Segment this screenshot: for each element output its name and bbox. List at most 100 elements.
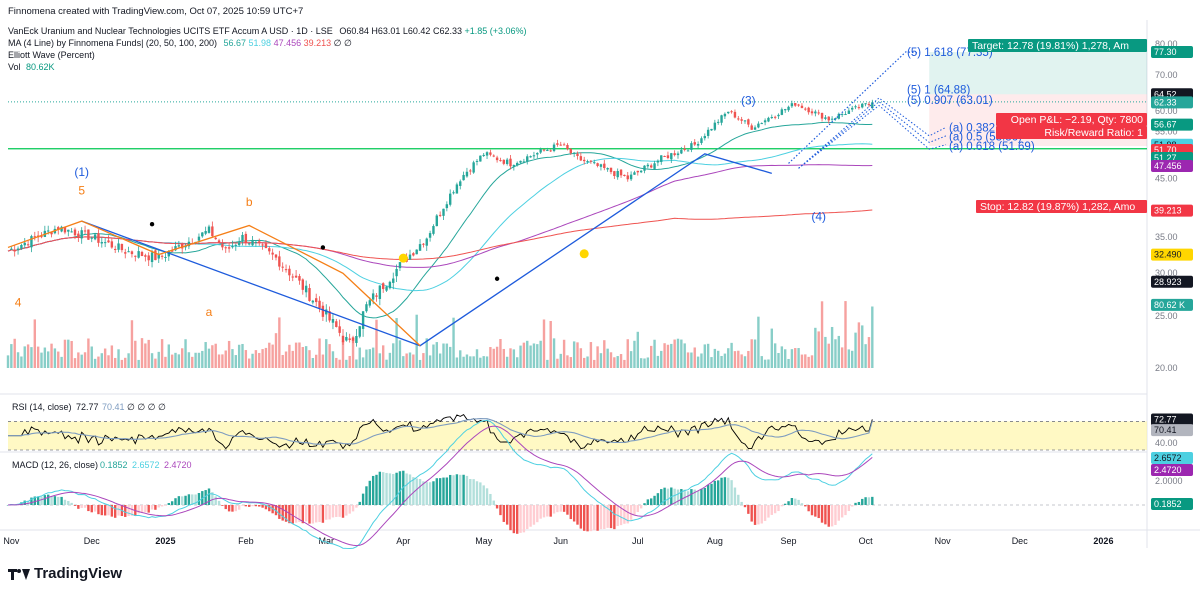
macd-hist-bar xyxy=(154,505,157,510)
macd-hist-bar xyxy=(703,487,706,505)
candle-body xyxy=(455,184,459,194)
volume-bar xyxy=(542,319,546,368)
volume-bar xyxy=(418,359,422,368)
candle-body xyxy=(623,174,626,176)
volume-bar xyxy=(445,343,449,368)
candle-body xyxy=(432,226,435,234)
candle-body xyxy=(639,170,643,173)
volume-bar xyxy=(492,348,495,368)
volume-bar xyxy=(361,357,365,368)
price-badge-28.923: 28.923 xyxy=(1154,277,1182,287)
macd-hist-bar xyxy=(539,505,542,519)
volume-bar xyxy=(519,345,522,368)
macd-hist-bar xyxy=(368,480,371,505)
volume-bar xyxy=(114,357,117,368)
candle-body xyxy=(144,255,147,257)
macd-hist-bar xyxy=(700,489,703,505)
position-stop-label-bg xyxy=(976,200,1147,213)
candle-body xyxy=(234,244,237,246)
macd-hist-bar xyxy=(207,488,211,505)
macd-hist-bar xyxy=(318,505,321,523)
candle-body xyxy=(499,160,502,162)
candle-body xyxy=(224,247,227,249)
volume-bar xyxy=(562,339,566,368)
elliott-label-4: a xyxy=(206,305,213,319)
volume-bar xyxy=(512,349,516,368)
macd-hist-bar xyxy=(750,505,753,522)
candle-body xyxy=(392,278,395,283)
candle-body xyxy=(810,111,814,114)
rsi-label: RSI (14, close) xyxy=(12,402,72,412)
volume-bar xyxy=(790,349,794,368)
candle-body xyxy=(174,246,177,251)
volume-bar xyxy=(485,356,489,368)
candle-body xyxy=(861,103,864,108)
volume-bar xyxy=(840,347,844,368)
volume-bar xyxy=(120,359,124,368)
macd-hist-bar xyxy=(348,505,351,514)
macd-hist-bar xyxy=(619,505,623,526)
volume-bar xyxy=(854,332,857,368)
volume-bar xyxy=(539,340,542,368)
candle-body xyxy=(690,143,693,150)
volume-bar xyxy=(201,350,204,368)
pivot-dot xyxy=(494,276,500,281)
candle-body xyxy=(750,125,753,130)
candle-body xyxy=(489,152,492,155)
price-tick-1: 70.00 xyxy=(1155,70,1178,80)
volume-legend-value: 80.62K xyxy=(26,62,55,72)
macd-hist-bar xyxy=(532,505,536,525)
volume-bar xyxy=(341,340,345,368)
macd-hist-bar xyxy=(713,480,717,505)
volume-bar xyxy=(83,352,87,368)
candle-body xyxy=(60,226,63,232)
macd-hist-bar xyxy=(248,505,251,507)
macd-hist-bar xyxy=(864,497,867,505)
candle-body xyxy=(140,251,144,257)
macd-hist-bar xyxy=(660,489,663,505)
fib-label-1: (5) 1 (64.88) xyxy=(907,85,970,97)
candle-body xyxy=(268,248,271,252)
candle-body xyxy=(784,109,787,111)
volume-bar xyxy=(505,356,509,368)
macd-hist-bar xyxy=(572,505,576,522)
candle-body xyxy=(385,286,388,291)
candle-body xyxy=(830,118,834,120)
macd-hist-bar xyxy=(365,486,368,505)
candle-body xyxy=(629,174,633,180)
macd-hist-bar xyxy=(743,505,747,508)
candle-body xyxy=(365,304,368,312)
candle-body xyxy=(723,113,727,117)
volume-bar xyxy=(234,355,237,368)
ma-cross-marker xyxy=(579,249,589,259)
price-badge-80.62 K: 80.62 K xyxy=(1154,300,1185,310)
volume-bar xyxy=(134,340,137,368)
volume-bar xyxy=(150,353,154,368)
candle-body xyxy=(616,171,619,178)
ma-line-ma200 xyxy=(7,209,873,260)
ohlc-close: C62.33 xyxy=(432,26,462,36)
macd-hist-bar xyxy=(251,505,254,507)
volume-bar xyxy=(666,344,670,368)
macd-hist-bar xyxy=(107,505,110,516)
volume-bar xyxy=(325,339,328,368)
candle-body xyxy=(63,226,67,233)
volume-bar xyxy=(80,354,83,368)
candle-body xyxy=(717,121,720,123)
volume-bar xyxy=(237,344,241,368)
macd-hist-bar xyxy=(217,500,221,505)
price-tick-0: 80.00 xyxy=(1155,39,1178,49)
macd-hist-bar xyxy=(693,489,696,505)
candle-body xyxy=(261,244,264,246)
candle-body xyxy=(794,103,797,106)
macd-hist-bar xyxy=(519,505,522,533)
macd-hist-bar xyxy=(800,503,804,505)
volume-bar xyxy=(167,344,170,368)
macd-hist-bar xyxy=(304,505,308,522)
macd-hist-bar xyxy=(57,496,60,505)
macd-hist-bar xyxy=(851,505,854,507)
pivot-dot xyxy=(320,245,326,250)
tradingview-logo[interactable]: TradingView xyxy=(8,565,122,582)
volume-bar xyxy=(770,328,773,368)
